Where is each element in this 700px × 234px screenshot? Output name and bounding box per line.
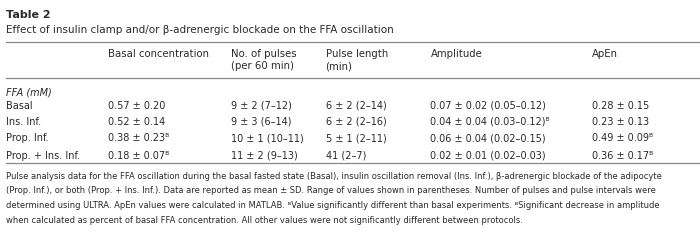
Text: 0.57 ± 0.20: 0.57 ± 0.20	[108, 101, 166, 111]
Text: 41 (2–7): 41 (2–7)	[326, 151, 366, 161]
Text: 0.28 ± 0.15: 0.28 ± 0.15	[592, 101, 649, 111]
Text: 6 ± 2 (2–14): 6 ± 2 (2–14)	[326, 101, 386, 111]
Text: Amplitude: Amplitude	[430, 49, 482, 59]
Text: 0.38 ± 0.23ᴮ: 0.38 ± 0.23ᴮ	[108, 133, 169, 143]
Text: 0.23 ± 0.13: 0.23 ± 0.13	[592, 117, 649, 127]
Text: 9 ± 3 (6–14): 9 ± 3 (6–14)	[231, 117, 291, 127]
Text: Effect of insulin clamp and/or β-adrenergic blockade on the FFA oscillation: Effect of insulin clamp and/or β-adrener…	[6, 25, 393, 35]
Text: No. of pulses
(per 60 min): No. of pulses (per 60 min)	[231, 49, 297, 71]
Text: Table 2: Table 2	[6, 10, 50, 20]
Text: FFA (mM): FFA (mM)	[6, 88, 51, 98]
Text: Pulse analysis data for the FFA oscillation during the basal fasted state (Basal: Pulse analysis data for the FFA oscillat…	[6, 172, 662, 181]
Text: 0.06 ± 0.04 (0.02–0.15): 0.06 ± 0.04 (0.02–0.15)	[430, 133, 546, 143]
Text: 0.18 ± 0.07ᴮ: 0.18 ± 0.07ᴮ	[108, 151, 169, 161]
Text: Prop. + Ins. Inf.: Prop. + Ins. Inf.	[6, 151, 80, 161]
Text: Ins. Inf.: Ins. Inf.	[6, 117, 41, 127]
Text: 5 ± 1 (2–11): 5 ± 1 (2–11)	[326, 133, 386, 143]
Text: 0.07 ± 0.02 (0.05–0.12): 0.07 ± 0.02 (0.05–0.12)	[430, 101, 547, 111]
Text: (Prop. Inf.), or both (Prop. + Ins. Inf.). Data are reported as mean ± SD. Range: (Prop. Inf.), or both (Prop. + Ins. Inf.…	[6, 186, 655, 195]
Text: 6 ± 2 (2–16): 6 ± 2 (2–16)	[326, 117, 386, 127]
Text: 0.49 ± 0.09ᴮ: 0.49 ± 0.09ᴮ	[592, 133, 652, 143]
Text: ApEn: ApEn	[592, 49, 617, 59]
Text: 0.04 ± 0.04 (0.03–0.12)ᴮ: 0.04 ± 0.04 (0.03–0.12)ᴮ	[430, 117, 550, 127]
Text: Pulse length
(min): Pulse length (min)	[326, 49, 388, 71]
Text: determined using ULTRA. ApEn values were calculated in MATLAB. ᴮValue significan: determined using ULTRA. ApEn values were…	[6, 201, 659, 210]
Text: 10 ± 1 (10–11): 10 ± 1 (10–11)	[231, 133, 304, 143]
Text: 0.52 ± 0.14: 0.52 ± 0.14	[108, 117, 166, 127]
Text: 0.02 ± 0.01 (0.02–0.03): 0.02 ± 0.01 (0.02–0.03)	[430, 151, 546, 161]
Text: when calculated as percent of basal FFA concentration. All other values were not: when calculated as percent of basal FFA …	[6, 216, 522, 224]
Text: 0.36 ± 0.17ᴮ: 0.36 ± 0.17ᴮ	[592, 151, 652, 161]
Text: 11 ± 2 (9–13): 11 ± 2 (9–13)	[231, 151, 298, 161]
Text: Basal: Basal	[6, 101, 32, 111]
Text: Basal concentration: Basal concentration	[108, 49, 209, 59]
Text: 9 ± 2 (7–12): 9 ± 2 (7–12)	[231, 101, 292, 111]
Text: Prop. Inf.: Prop. Inf.	[6, 133, 48, 143]
